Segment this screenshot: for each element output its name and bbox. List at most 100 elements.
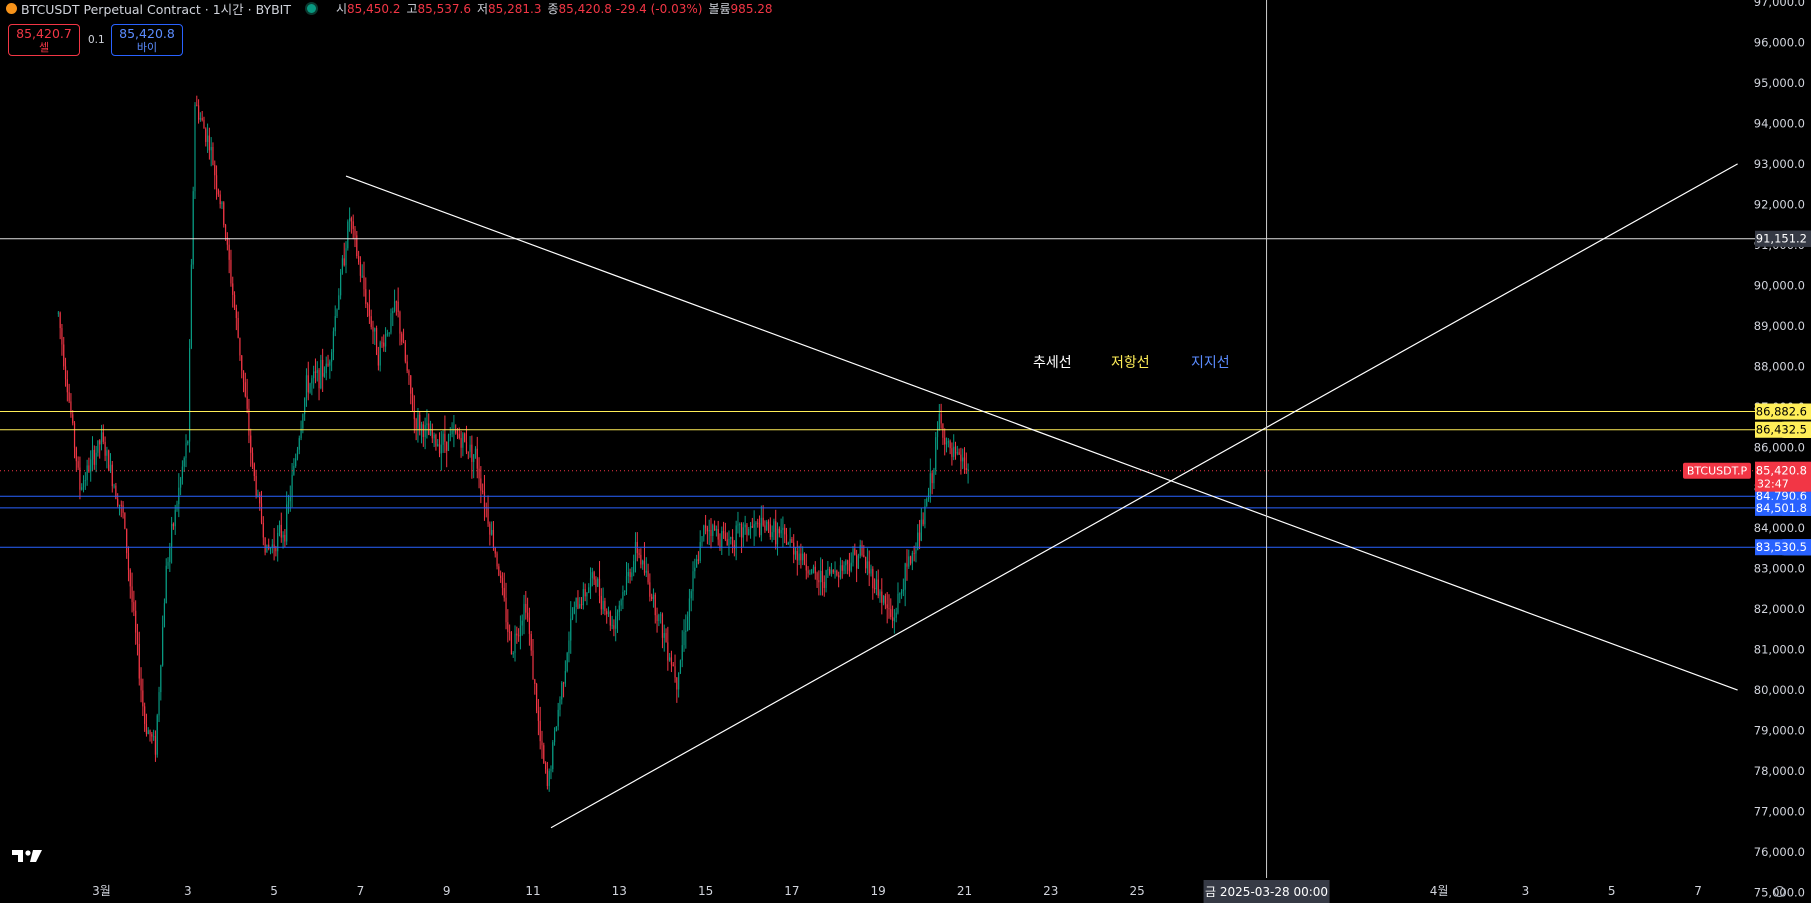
- support-price-label: 83,530.5: [1756, 540, 1807, 554]
- candle-body: [140, 678, 142, 691]
- candle-body: [935, 437, 937, 470]
- candle-body: [402, 341, 405, 344]
- candle-body: [638, 553, 640, 555]
- candle-body: [586, 592, 588, 597]
- candle-body: [791, 539, 793, 543]
- candle-body: [579, 604, 581, 609]
- candle-body: [471, 444, 473, 462]
- ohlc-value: 85,450.2: [347, 1, 401, 16]
- candle-body: [90, 459, 92, 472]
- candle-body: [280, 524, 282, 538]
- candle-body: [917, 532, 919, 550]
- y-tick-label: 80,000.0: [1754, 683, 1805, 697]
- candle-body: [334, 316, 336, 332]
- candle-body: [514, 633, 516, 654]
- candle-body: [93, 449, 95, 465]
- buy-label: 바이: [136, 41, 158, 54]
- candle-body: [696, 559, 698, 568]
- candle-body: [237, 317, 239, 338]
- candle-body: [302, 414, 304, 429]
- candle-body: [393, 301, 396, 312]
- candle-body: [530, 633, 532, 651]
- candle-body: [584, 589, 586, 597]
- candle-body: [365, 289, 367, 304]
- candle-body: [721, 531, 723, 548]
- candle-body: [512, 653, 514, 655]
- candle-body: [598, 578, 601, 596]
- candle-body: [435, 434, 437, 447]
- candle-body: [287, 501, 290, 505]
- last-price-label: 85,420.8: [1756, 464, 1807, 478]
- candle-body: [667, 642, 669, 661]
- candle-body: [613, 625, 615, 629]
- candle-body: [767, 521, 770, 525]
- crosshair-date-label: 금 2025-03-28 00:00: [1205, 885, 1328, 899]
- candle-body: [683, 631, 685, 646]
- candle-body: [413, 410, 415, 420]
- candle-body: [798, 553, 800, 561]
- ohlc-value: 985.28: [730, 1, 773, 16]
- candle-body: [557, 709, 559, 727]
- candle-body: [226, 237, 228, 245]
- candle-body: [771, 532, 773, 538]
- candle-body: [604, 600, 606, 612]
- candle-body: [264, 537, 266, 553]
- candle-body: [848, 563, 851, 571]
- candle-body: [57, 312, 59, 314]
- candle-body: [814, 566, 816, 574]
- candle-body: [922, 519, 924, 525]
- candle-body: [377, 354, 379, 366]
- candle-body: [455, 430, 457, 433]
- candle-body: [649, 582, 651, 597]
- candle-body: [834, 570, 836, 573]
- candle-body: [429, 429, 432, 435]
- candle-body: [778, 528, 780, 534]
- candle-body: [776, 528, 779, 545]
- candle-body: [271, 544, 273, 549]
- candle-body: [703, 525, 705, 537]
- tradingview-logo-icon[interactable]: [12, 848, 44, 864]
- candle-body: [645, 570, 647, 573]
- candle-body: [115, 485, 117, 500]
- settings-gear-icon[interactable]: [1774, 886, 1785, 897]
- candle-body: [634, 542, 637, 562]
- candle-body: [424, 425, 426, 437]
- buy-button[interactable]: 85,420.8 바이: [111, 24, 183, 56]
- sell-button[interactable]: 85,420.7 셀: [8, 24, 80, 56]
- candle-body: [129, 569, 131, 587]
- candle-body: [446, 441, 448, 451]
- candle-body: [654, 594, 656, 616]
- symbol-title[interactable]: BTCUSDT Perpetual Contract · 1시간 · BYBIT: [21, 1, 291, 17]
- candle-body: [273, 544, 275, 549]
- y-tick-label: 92,000.0: [1754, 197, 1805, 211]
- candle-body: [332, 331, 335, 353]
- candle-body: [260, 503, 263, 523]
- candle-body: [230, 259, 232, 284]
- ohlc-value: 85,537.6: [417, 1, 471, 16]
- last-price-bg: [1755, 461, 1811, 492]
- candle-body: [233, 294, 236, 309]
- trend-line[interactable]: [345, 175, 1738, 691]
- trend-line[interactable]: [550, 163, 1738, 829]
- candle-body: [72, 414, 74, 424]
- x-tick-label: 7: [1694, 884, 1702, 898]
- candle-body: [607, 611, 610, 615]
- candle-body: [269, 548, 272, 550]
- candle-body: [251, 452, 254, 464]
- candle-body: [640, 554, 642, 565]
- candle-body: [356, 235, 358, 257]
- candle-body: [124, 512, 126, 529]
- candle-body: [501, 577, 504, 588]
- candle-body: [523, 603, 525, 621]
- ohlc-key: 볼륨: [708, 1, 731, 16]
- x-tick-label: 25: [1129, 884, 1144, 898]
- candle-body: [510, 632, 513, 655]
- candle-body: [320, 359, 322, 389]
- candle-body: [95, 452, 97, 465]
- candle-body: [784, 527, 786, 535]
- candle-body: [877, 579, 879, 596]
- candle-body: [769, 524, 771, 538]
- candle-body: [411, 393, 414, 411]
- candle-body: [897, 593, 899, 613]
